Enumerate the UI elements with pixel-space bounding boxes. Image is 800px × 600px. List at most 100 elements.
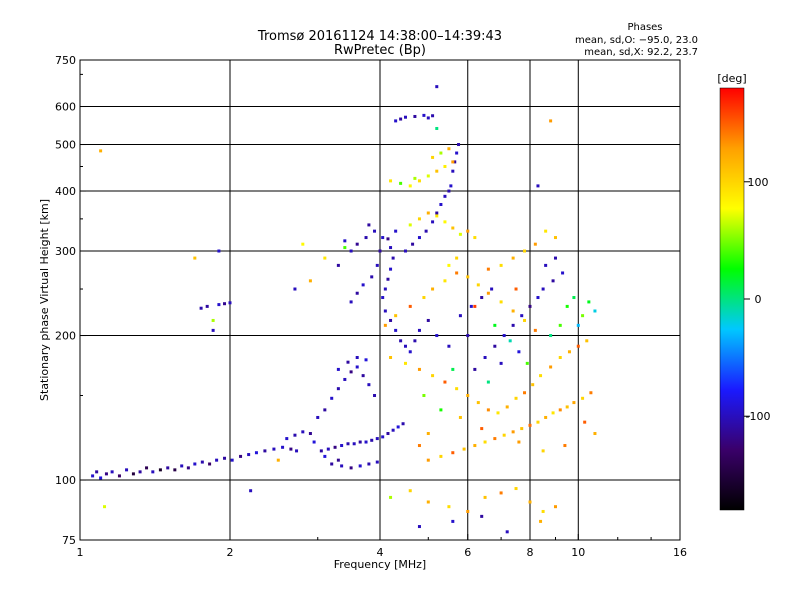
data-point xyxy=(145,466,149,470)
data-point xyxy=(375,460,379,464)
data-point xyxy=(558,355,562,359)
data-point xyxy=(386,277,390,281)
data-point xyxy=(383,287,387,291)
data-point xyxy=(413,114,417,118)
y-tick-label: 300 xyxy=(55,245,76,258)
data-point xyxy=(451,226,455,230)
data-point xyxy=(399,181,403,185)
data-point xyxy=(263,449,267,453)
data-point xyxy=(223,302,227,306)
data-point xyxy=(316,415,320,419)
data-point xyxy=(417,367,421,371)
data-point xyxy=(373,229,377,233)
data-point xyxy=(408,489,412,493)
data-point xyxy=(110,470,114,474)
data-point xyxy=(358,464,362,468)
data-point xyxy=(394,229,398,233)
data-point xyxy=(343,377,347,381)
x-tick-label: 8 xyxy=(527,546,534,559)
info-line-x: mean, sd,X: 92.2, 23.7 xyxy=(584,47,698,58)
x-tick-label: 1 xyxy=(77,546,84,559)
data-point xyxy=(95,470,99,474)
data-point xyxy=(572,401,576,405)
data-point xyxy=(293,433,297,437)
data-point xyxy=(525,361,529,365)
colorbar-tick-label: -100 xyxy=(746,410,771,423)
data-point xyxy=(103,505,107,509)
chart-subtitle: RwPretec (Bp) xyxy=(334,43,426,58)
data-point xyxy=(340,444,344,448)
data-point xyxy=(396,425,400,429)
data-point xyxy=(186,466,190,470)
data-point xyxy=(549,334,553,338)
data-point xyxy=(553,236,557,240)
data-point xyxy=(480,427,484,431)
data-point xyxy=(523,391,527,395)
data-point xyxy=(375,437,379,441)
data-point xyxy=(520,314,524,318)
data-point xyxy=(249,489,253,493)
data-point xyxy=(558,408,562,412)
data-point xyxy=(443,220,447,224)
data-point xyxy=(563,444,567,448)
y-tick-label: 200 xyxy=(55,330,76,343)
data-point xyxy=(330,396,334,400)
data-point xyxy=(408,184,412,188)
data-point xyxy=(230,458,234,462)
data-point xyxy=(223,456,227,460)
data-point xyxy=(367,383,371,387)
data-point xyxy=(431,220,435,224)
data-point xyxy=(422,296,426,300)
data-point xyxy=(301,242,305,246)
data-point xyxy=(567,350,571,354)
data-point xyxy=(589,391,593,395)
data-point xyxy=(517,350,521,354)
data-point xyxy=(391,256,395,260)
data-point xyxy=(166,466,170,470)
data-point xyxy=(323,408,327,412)
data-point xyxy=(358,440,362,444)
data-point xyxy=(413,339,417,343)
data-point xyxy=(514,396,518,400)
colorbar-ticks: 100 0 -100 xyxy=(744,176,770,423)
data-point xyxy=(431,374,435,378)
colorbar-tick-label: 0 xyxy=(755,293,762,306)
data-point xyxy=(435,334,439,338)
data-point xyxy=(413,176,417,180)
y-tick-label: 600 xyxy=(55,101,76,114)
data-point xyxy=(544,263,548,267)
y-axis-ticks: 75 100 200 300 400 500 600 750 xyxy=(55,54,86,547)
data-point xyxy=(343,239,347,243)
data-point xyxy=(455,256,459,260)
data-point xyxy=(422,394,426,398)
data-point xyxy=(208,462,212,466)
data-point xyxy=(364,358,368,362)
data-point xyxy=(361,374,365,378)
data-point xyxy=(99,476,103,480)
data-point xyxy=(458,232,462,236)
data-point xyxy=(370,275,374,279)
data-point xyxy=(466,509,470,513)
data-point xyxy=(426,500,430,504)
data-point xyxy=(239,454,243,458)
data-point xyxy=(493,344,497,348)
data-point xyxy=(439,151,443,155)
data-point xyxy=(531,383,535,387)
gridlines xyxy=(80,60,680,540)
data-point xyxy=(403,115,407,119)
data-point xyxy=(200,460,204,464)
data-point xyxy=(349,466,353,470)
data-point xyxy=(336,387,340,391)
data-point xyxy=(391,428,395,432)
data-point xyxy=(117,474,121,478)
data-points xyxy=(91,85,597,534)
data-point xyxy=(443,194,447,198)
data-point xyxy=(451,519,455,523)
data-point xyxy=(541,509,545,513)
x-tick-label: 4 xyxy=(377,546,384,559)
data-point xyxy=(511,309,515,313)
data-point xyxy=(558,323,562,327)
data-point xyxy=(381,236,385,240)
data-point xyxy=(349,300,353,304)
data-point xyxy=(336,367,340,371)
